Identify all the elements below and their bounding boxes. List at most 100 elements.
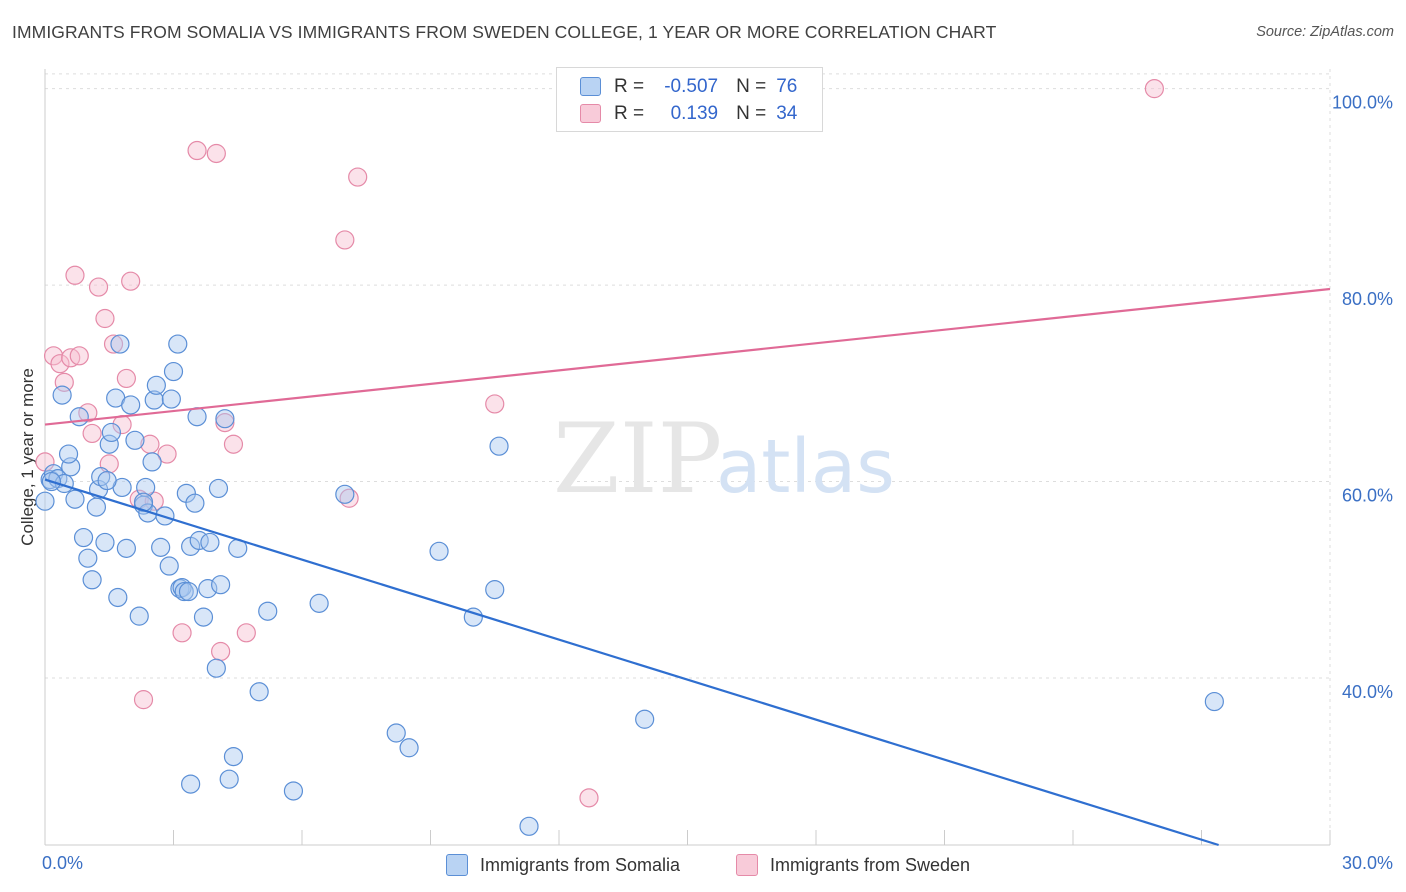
somalia-point [635, 709, 655, 729]
somalia-point [65, 489, 85, 509]
somalia-point [101, 422, 121, 443]
somalia-point [146, 375, 166, 395]
y-tick-label: 40.0% [1342, 682, 1393, 702]
somalia-point [78, 548, 98, 568]
somalia-point [386, 723, 406, 743]
sweden-point [133, 690, 154, 710]
somalia-point [399, 738, 419, 758]
sweden-point [223, 434, 244, 454]
sweden-point [206, 143, 226, 164]
somalia-point [136, 477, 156, 498]
y-tick-label: 80.0% [1342, 289, 1393, 309]
watermark-atlas: atlas [716, 424, 895, 510]
somalia-point [73, 527, 94, 548]
sweden-point [103, 334, 124, 354]
watermark: ZIP atlas [553, 403, 895, 515]
somalia-point [206, 658, 226, 678]
somalia-point [142, 452, 162, 472]
legend-sweden-label: Immigrants from Sweden [770, 854, 971, 875]
somalia-point [174, 581, 194, 602]
sweden-point [43, 346, 64, 366]
somalia-point [99, 434, 119, 454]
somalia-point [125, 430, 145, 450]
somalia-n-value: 76 [776, 75, 798, 97]
somalia-point [129, 606, 149, 626]
x-tick-label-min: 0.0% [42, 853, 83, 873]
somalia-point [82, 570, 102, 590]
series-legend: Immigrants from Somalia Immigrants from … [0, 852, 1406, 878]
watermark-zip: ZIP [553, 403, 722, 515]
somalia-point [163, 361, 184, 382]
somalia-point [200, 532, 220, 553]
somalia-point [429, 541, 449, 561]
somalia-point [181, 774, 201, 794]
somalia-trend-line [44, 478, 1219, 847]
somalia-point [151, 537, 171, 557]
sweden-point [236, 623, 256, 643]
grid-lines [45, 69, 1331, 845]
somalia-r-value: -0.507 [664, 75, 719, 97]
legend-sweden-swatch [736, 854, 758, 876]
somalia-point [69, 407, 89, 427]
somalia-point [110, 334, 130, 354]
somalia-n-label: N = [736, 75, 767, 97]
sweden-trend-line [44, 287, 1331, 426]
y-tick-label: 60.0% [1342, 486, 1393, 506]
x-tick-label-max: 30.0% [1342, 853, 1393, 873]
somalia-point [168, 334, 188, 354]
somalia-point [144, 390, 164, 410]
sweden-point [335, 230, 355, 250]
somalia-point [185, 493, 205, 513]
legend-row-sweden: R = 0.139 N = 34 [557, 100, 797, 127]
somalia-point [97, 470, 117, 491]
legend-somalia-label: Immigrants from Somalia [480, 854, 681, 875]
somalia-point [211, 575, 231, 595]
somalia-point [35, 491, 55, 511]
somalia-point [116, 538, 136, 558]
sweden-r-value: 0.139 [670, 102, 719, 124]
somalia-point [86, 497, 107, 517]
legend-somalia-swatch [446, 854, 468, 876]
somalia-point [219, 769, 239, 789]
somalia-point [178, 581, 199, 602]
somalia-point [58, 444, 79, 464]
sweden-point [88, 277, 109, 297]
sweden-point [69, 346, 89, 366]
somalia-points [35, 334, 1224, 836]
sweden-point [82, 423, 102, 444]
somalia-point [519, 816, 539, 836]
sweden-point [348, 167, 368, 187]
legend-item-somalia: Immigrants from Somalia [446, 852, 680, 878]
sweden-point [485, 394, 505, 414]
somalia-point [485, 580, 505, 600]
legend-item-sweden: Immigrants from Sweden [736, 852, 970, 878]
sweden-point [187, 140, 207, 161]
somalia-point [223, 746, 244, 767]
sweden-point [65, 265, 85, 285]
sweden-n-value: 34 [776, 102, 798, 124]
somalia-point [215, 409, 235, 429]
somalia-point [95, 532, 115, 553]
somalia-point [159, 556, 179, 576]
source-credit: Source: ZipAtlas.com [1256, 24, 1394, 40]
somalia-point [335, 484, 355, 504]
sweden-point [116, 368, 136, 389]
somalia-point [258, 601, 278, 621]
correlation-legend: R = -0.507 N = 76 R = 0.139 N = 34 [556, 67, 823, 132]
sweden-point [144, 491, 164, 511]
somalia-point [121, 395, 141, 415]
somalia-point [489, 436, 509, 456]
sweden-swatch [580, 104, 601, 123]
sweden-point [50, 354, 70, 374]
sweden-point [157, 444, 177, 464]
somalia-point [52, 385, 72, 405]
sweden-point [121, 271, 141, 291]
somalia-point [187, 407, 207, 427]
sweden-point [172, 623, 192, 643]
somalia-point [283, 781, 304, 801]
sweden-n-label: N = [736, 102, 767, 124]
somalia-point [198, 579, 218, 599]
somalia-point [161, 389, 181, 409]
tick-labels: 40.0% 60.0% 80.0% 100.0% 0.0% 30.0% [42, 93, 1393, 873]
